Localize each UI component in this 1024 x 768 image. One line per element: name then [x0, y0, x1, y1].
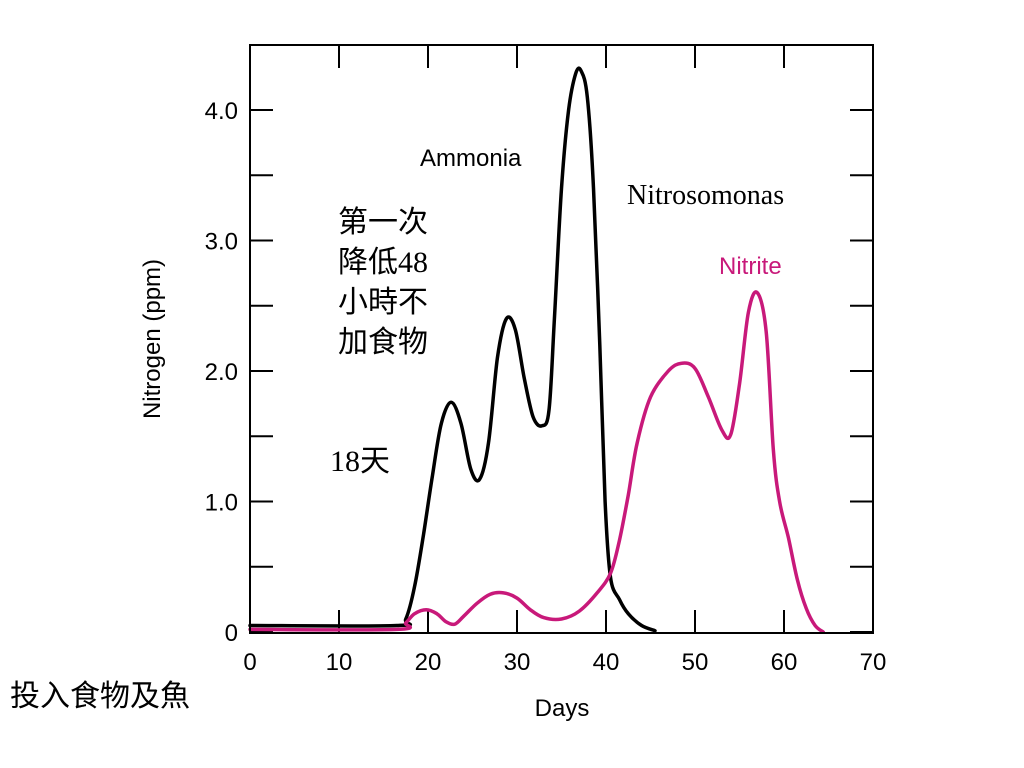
x-tick-label: 20: [415, 649, 442, 676]
ammonia-label: Ammonia: [420, 145, 522, 172]
series-line-ammonia: [248, 66, 657, 633]
x-tick-label: 30: [504, 649, 531, 676]
x-tick-label: 40: [593, 649, 620, 676]
x-tick-label: 60: [771, 649, 798, 676]
note-line: 第一次: [338, 206, 428, 239]
y-tick-label: 2.0: [205, 359, 238, 386]
day18-label: 18天: [330, 445, 390, 478]
x-tick-label: 10: [326, 649, 353, 676]
x-tick-label: 70: [860, 649, 887, 676]
note-line: 加食物: [338, 326, 428, 359]
feed-label: 投入食物及魚: [10, 680, 190, 713]
y-tick-label: 4.0: [205, 98, 238, 125]
x-tick-label: 0: [243, 649, 256, 676]
y-axis-label: Nitrogen (ppm): [139, 259, 166, 419]
tick-labels: 0 10 20 30 40 50 60 70 0 1.0 2.0 3.0 4.0: [205, 98, 887, 676]
note-block: 第一次 降低48 小時不 加食物: [338, 203, 428, 363]
y-tick-label: 0: [225, 620, 238, 647]
y-tick-label: 1.0: [205, 490, 238, 517]
series-line-nitrite: [248, 290, 825, 634]
nitrite-label: Nitrite: [719, 253, 782, 280]
note-line: 小時不: [338, 286, 428, 319]
note-line: 降低48: [338, 246, 428, 279]
series-lines: [248, 66, 825, 634]
x-tick-label: 50: [682, 649, 709, 676]
nitrosomonas-label: Nitrosomonas: [627, 180, 784, 211]
plot-frame: [249, 44, 874, 634]
y-tick-label: 3.0: [205, 229, 238, 256]
x-axis-label: Days: [535, 695, 590, 722]
